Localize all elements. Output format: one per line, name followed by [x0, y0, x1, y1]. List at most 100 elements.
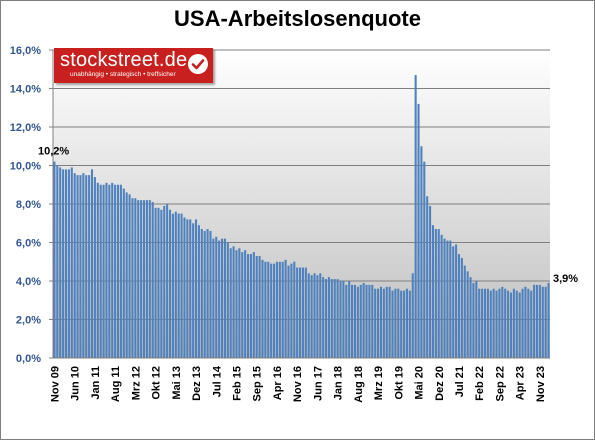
bar: [342, 281, 345, 358]
bar: [504, 288, 507, 358]
bar: [530, 290, 533, 359]
bar: [140, 200, 143, 358]
bar: [197, 225, 200, 358]
x-tick-label: Jan 18: [333, 366, 345, 400]
bar: [411, 273, 414, 358]
bar: [524, 286, 527, 358]
bar: [472, 282, 475, 358]
bar: [316, 275, 319, 358]
bar: [85, 175, 88, 359]
bar: [498, 288, 501, 358]
bar: [53, 161, 56, 358]
bar: [515, 290, 518, 359]
bar: [353, 284, 356, 358]
bar: [547, 282, 550, 358]
bar: [278, 261, 281, 358]
bar: [359, 284, 362, 358]
data-labels: 10,2% 3,9%: [38, 146, 578, 285]
bar: [327, 277, 330, 358]
bar: [281, 261, 284, 358]
bar: [82, 173, 85, 358]
bar: [67, 169, 70, 358]
x-tick-label: Jul 14: [211, 365, 223, 397]
bar: [512, 288, 515, 358]
bar: [258, 255, 261, 358]
bar: [420, 146, 423, 358]
bar: [296, 267, 299, 358]
bar: [405, 288, 409, 358]
bar: [238, 248, 241, 358]
bar: [365, 284, 368, 358]
bar: [319, 273, 322, 358]
chart-title: USA-Arbeitslosenquote: [174, 6, 421, 31]
bar: [200, 229, 203, 358]
bar: [287, 265, 290, 358]
bar: [408, 290, 411, 359]
bar: [79, 175, 82, 359]
x-tick-label: Jun 17: [312, 366, 324, 401]
bar: [114, 184, 117, 358]
data-label: 10,2%: [38, 146, 69, 158]
bar: [134, 198, 137, 358]
bar: [443, 238, 446, 358]
bar: [116, 184, 120, 358]
bar: [483, 288, 487, 358]
bar: [325, 279, 328, 358]
bar: [252, 252, 255, 359]
bars: [53, 75, 550, 359]
bar: [180, 213, 183, 359]
x-tick-label: Feb 22: [474, 366, 486, 401]
bar: [90, 169, 94, 358]
bar: [174, 211, 177, 358]
bar: [59, 167, 62, 358]
bar: [99, 184, 102, 358]
x-tick-label: Sep 15: [252, 366, 264, 401]
x-tick-label: Nov 23: [535, 366, 547, 402]
bar: [541, 286, 544, 358]
x-tick-label: Okt 12: [151, 366, 163, 400]
y-tick-label: 2,0%: [16, 315, 41, 327]
bar: [171, 213, 174, 359]
bar: [203, 230, 206, 358]
x-tick-label: Mrz 19: [373, 366, 385, 400]
bar: [417, 103, 420, 359]
bar: [495, 290, 498, 359]
stockstreet-logo: stockstreet.de unabhängig • strategisch …: [54, 48, 213, 83]
bar: [244, 250, 247, 358]
bar: [105, 182, 108, 358]
x-tick-label: Mrz 12: [130, 366, 142, 400]
bar: [489, 290, 492, 359]
bar: [131, 198, 134, 358]
bar: [400, 290, 403, 359]
bar: [157, 207, 160, 358]
bar: [391, 290, 394, 359]
bar: [403, 290, 406, 359]
bar: [457, 254, 461, 358]
bar: [368, 284, 371, 358]
bar: [307, 273, 310, 358]
bar: [247, 254, 250, 358]
bar: [241, 252, 244, 359]
x-tick-label: Mai 13: [171, 366, 183, 400]
bar: [226, 242, 229, 358]
bar: [206, 229, 209, 358]
bar: [527, 288, 530, 358]
bar: [229, 248, 232, 358]
bar: [362, 282, 365, 358]
bar: [310, 275, 313, 358]
bar: [345, 284, 348, 358]
bar: [270, 263, 273, 358]
bar: [423, 161, 426, 358]
x-tick-label: Dez 20: [434, 366, 446, 401]
bar: [209, 230, 212, 358]
bar: [351, 284, 354, 358]
bar: [431, 225, 435, 358]
bar: [166, 204, 169, 358]
bar: [535, 284, 539, 358]
bar: [267, 261, 270, 358]
bar: [452, 246, 455, 358]
bar: [189, 219, 192, 358]
bar: [273, 263, 276, 358]
bar: [293, 261, 296, 358]
